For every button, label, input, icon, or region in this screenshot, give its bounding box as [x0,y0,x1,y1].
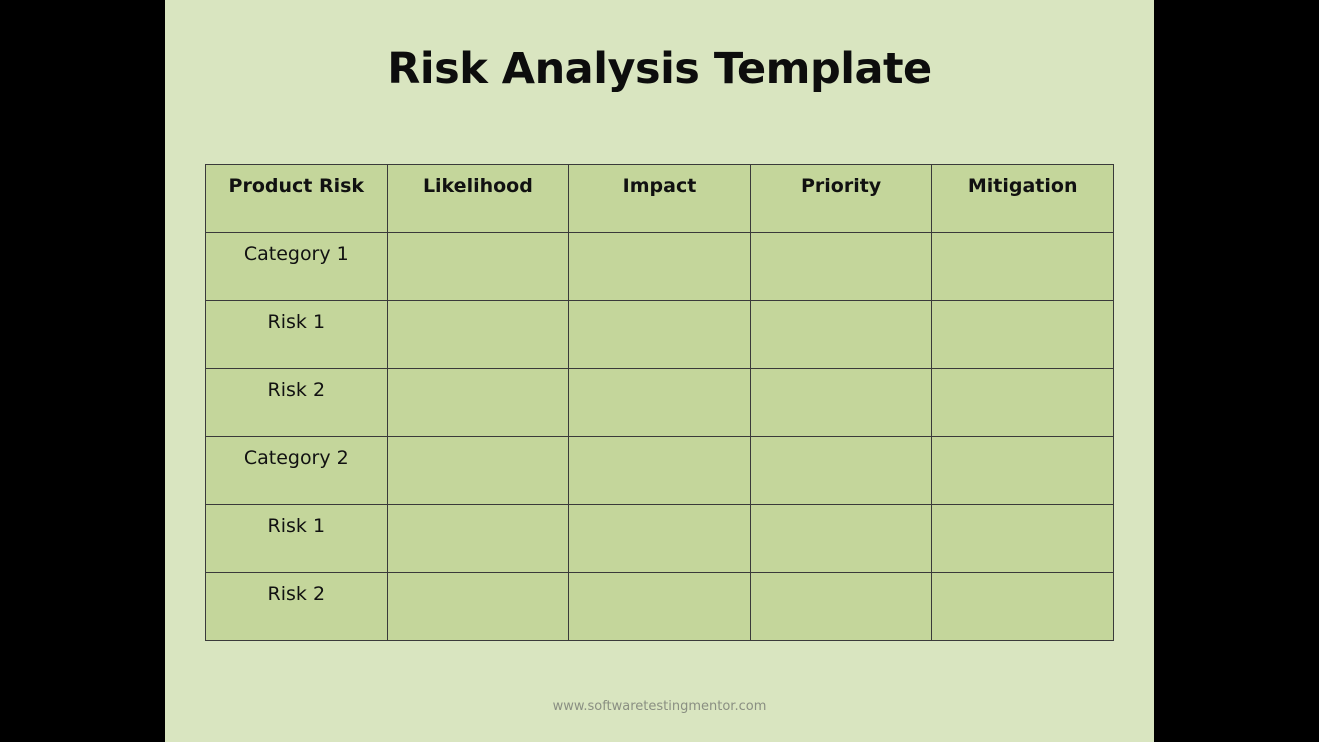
priority-cell [749,572,933,641]
table-row: Category 2 [205,436,1114,505]
footer-url: www.softwaretestingmentor.com [552,699,767,714]
header-product-risk: Product Risk [205,164,388,233]
priority-cell [749,368,933,437]
header-impact: Impact [568,164,751,233]
priority-cell [749,504,933,573]
priority-cell [749,436,933,505]
table-row: Risk 2 [205,572,1114,641]
impact-cell [568,300,751,369]
mitigation-cell [931,572,1114,641]
product-risk-cell: Category 1 [205,232,388,301]
impact-cell [568,504,751,573]
mitigation-cell [931,300,1114,369]
likelihood-cell [386,572,570,641]
product-risk-cell: Risk 1 [205,300,388,369]
header-priority: Priority [749,164,933,233]
mitigation-cell [931,436,1114,505]
mitigation-cell [931,504,1114,573]
table-header-row: Product Risk Likelihood Impact Priority … [205,164,1114,233]
likelihood-cell [386,436,570,505]
impact-cell [568,436,751,505]
slide: Risk Analysis Template Product Risk Like… [165,0,1154,742]
header-likelihood: Likelihood [386,164,570,233]
priority-cell [749,300,933,369]
likelihood-cell [386,232,570,301]
mitigation-cell [931,232,1114,301]
likelihood-cell [386,504,570,573]
product-risk-cell: Risk 2 [205,572,388,641]
likelihood-cell [386,368,570,437]
table-row: Risk 2 [205,368,1114,437]
table-row: Risk 1 [205,300,1114,369]
priority-cell [749,232,933,301]
mitigation-cell [931,368,1114,437]
table-row: Category 1 [205,232,1114,301]
table-row: Risk 1 [205,504,1114,573]
slide-title: Risk Analysis Template [387,44,932,94]
impact-cell [568,232,751,301]
product-risk-cell: Risk 1 [205,504,388,573]
impact-cell [568,572,751,641]
product-risk-cell: Risk 2 [205,368,388,437]
impact-cell [568,368,751,437]
likelihood-cell [386,300,570,369]
risk-analysis-table: Product Risk Likelihood Impact Priority … [205,164,1114,641]
product-risk-cell: Category 2 [205,436,388,505]
header-mitigation: Mitigation [931,164,1114,233]
